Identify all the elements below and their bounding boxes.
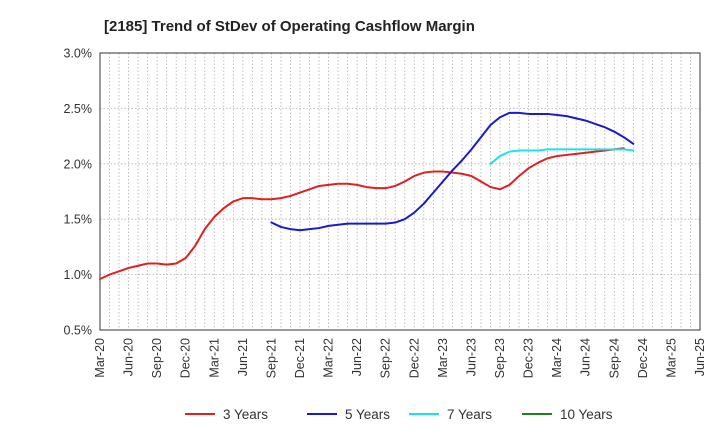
x-tick-label: Sep-21: [264, 338, 278, 378]
x-tick-label: Jun-21: [236, 338, 250, 376]
legend-label: 5 Years: [345, 407, 390, 422]
grid-lines: [100, 53, 700, 330]
x-tick-label: Sep-22: [379, 338, 393, 378]
x-tick-label: Jun-20: [122, 338, 136, 376]
legend: 3 Years 5 Years 7 Years 10 Years: [185, 407, 613, 422]
series-line-3-years: [99, 147, 625, 281]
x-tick-label: Jun-25: [693, 338, 707, 376]
x-tick-label: Dec-22: [407, 338, 421, 378]
series-lines: [99, 111, 635, 281]
x-axis-ticks: Mar-20 Jun-20 Sep-20 Dec-20 Mar-21 Jun-21 Sep-…: [93, 338, 707, 378]
plot-frame: [99, 52, 701, 331]
y-tick-label: 1.5%: [64, 213, 93, 227]
chart-title: [2185] Trend of StDev of Operating Cashf…: [104, 18, 475, 35]
x-tick-label: Sep-24: [607, 338, 621, 378]
series-line-5-years: [270, 111, 635, 232]
legend-label: 10 Years: [560, 407, 613, 422]
y-tick-label: 2.5%: [64, 102, 93, 116]
legend-label: 3 Years: [223, 407, 268, 422]
y-tick-label: 0.5%: [64, 324, 93, 338]
x-tick-label: Mar-24: [550, 338, 564, 378]
x-tick-label: Mar-25: [664, 338, 678, 378]
x-tick-label: Mar-23: [436, 338, 450, 378]
x-tick-label: Dec-24: [636, 338, 650, 378]
y-tick-label: 1.0%: [64, 268, 93, 282]
y-tick-label: 2.0%: [64, 157, 93, 171]
y-tick-label: 3.0%: [64, 47, 93, 61]
series-line-7-years: [489, 148, 635, 165]
x-tick-label: Dec-23: [522, 338, 536, 378]
x-tick-label: Mar-22: [322, 338, 336, 378]
x-tick-label: Dec-20: [179, 338, 193, 378]
legend-label: 7 Years: [447, 407, 492, 422]
x-tick-label: Jun-23: [464, 338, 478, 376]
y-axis-ticks: 0.5% 1.0% 1.5% 2.0% 2.5% 3.0%: [64, 47, 93, 338]
x-tick-label: Mar-20: [93, 338, 107, 378]
x-tick-label: Sep-23: [493, 338, 507, 378]
x-tick-label: Sep-20: [150, 338, 164, 378]
x-tick-label: Dec-21: [293, 338, 307, 378]
x-tick-label: Jun-24: [579, 338, 593, 376]
x-tick-label: Mar-21: [207, 338, 221, 378]
x-tick-label: Jun-22: [350, 338, 364, 376]
